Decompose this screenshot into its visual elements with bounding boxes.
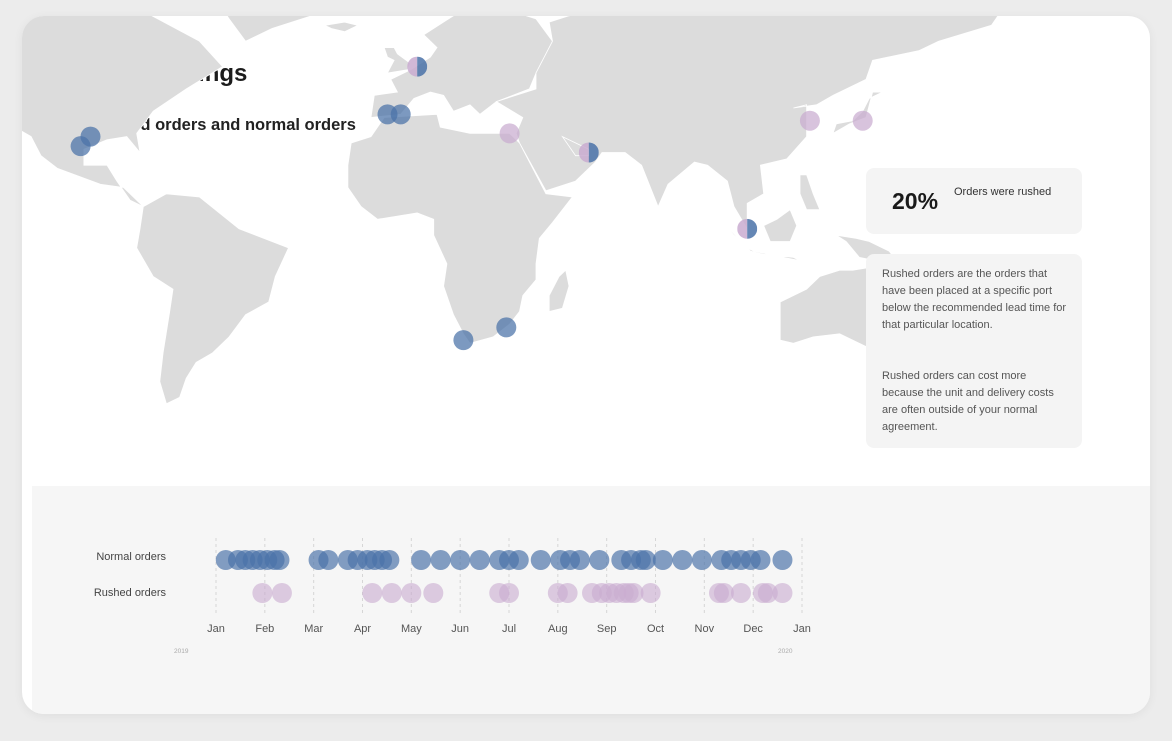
year-end-label: 2020 xyxy=(778,648,793,655)
greenland-shape xyxy=(226,16,313,42)
info-paragraph-2: Rushed orders can cost more because the … xyxy=(882,370,1054,433)
normal-order-point xyxy=(691,550,712,570)
month-tick-label: Oct xyxy=(647,623,664,635)
rushed-order-point xyxy=(757,583,778,603)
iceland-shape xyxy=(323,21,359,33)
month-tick-label: May xyxy=(401,623,422,635)
rushed-stat-card: 20% Orders were rushed xyxy=(866,168,1082,234)
month-tick-label: Dec xyxy=(743,623,763,635)
month-tick-label: Jun xyxy=(451,623,469,635)
month-tick-label: Sep xyxy=(597,623,617,635)
normal-order-point xyxy=(530,550,551,570)
map-marker-mixed xyxy=(737,218,758,239)
normal-order-point xyxy=(318,550,339,570)
rushed-order-point xyxy=(772,583,793,603)
month-tick-label: Nov xyxy=(695,623,715,635)
row-label-normal: Normal orders xyxy=(96,551,166,563)
map-marker-normal xyxy=(496,317,517,338)
rushed-stat-label: Orders were rushed xyxy=(954,186,1052,198)
normal-order-point xyxy=(672,550,693,570)
philippines-shape xyxy=(799,174,821,211)
month-tick-label: Aug xyxy=(548,623,568,635)
map-marker-mixed xyxy=(578,142,599,163)
rushed-percentage: 20% xyxy=(892,188,939,214)
normal-order-point xyxy=(508,550,529,570)
chart-subtitle: Rushed orders and normal orders xyxy=(90,116,356,134)
month-tick-label: Apr xyxy=(354,623,371,635)
world-map xyxy=(22,16,999,405)
rushed-order-point xyxy=(381,583,402,603)
rushed-order-point xyxy=(623,583,644,603)
rushed-order-point xyxy=(362,583,383,603)
borneo-shape xyxy=(763,209,798,242)
month-tick-labels: Jan Feb Mar Apr May Jun Jul Aug Sep Oct Nov Dec Jan xyxy=(207,623,811,635)
africa-shape xyxy=(347,113,574,344)
map-marker-normal xyxy=(453,330,474,351)
map-marker-mixed xyxy=(407,56,428,77)
map-marker-rushed xyxy=(799,110,820,131)
month-tick-label: Jan xyxy=(793,623,811,635)
timeline-chart: Normal orders Rushed orders Jan Feb Mar Apr… xyxy=(94,538,811,655)
info-paragraph-1: Rushed orders are the orders that have b… xyxy=(882,268,1067,331)
year-start-label: 2019 xyxy=(174,648,189,655)
rushed-order-point xyxy=(252,583,273,603)
map-marker-normal xyxy=(390,104,411,125)
rushed-order-point xyxy=(499,583,519,603)
timeline-points xyxy=(215,550,793,603)
south-america-shape xyxy=(136,193,290,405)
map-markers xyxy=(70,56,873,351)
normal-order-point xyxy=(569,550,590,570)
madagascar-shape xyxy=(548,269,570,313)
info-card: Rushed orders are the orders that have b… xyxy=(866,254,1082,448)
rushed-order-point xyxy=(271,583,292,603)
month-tick-label: Jul xyxy=(502,623,516,635)
asia-shape xyxy=(495,16,999,231)
map-marker-rushed xyxy=(852,110,873,131)
normal-order-point xyxy=(450,550,471,570)
rushed-order-point xyxy=(730,583,751,603)
month-tick-label: Mar xyxy=(304,623,323,635)
normal-order-point xyxy=(635,550,656,570)
rushed-order-point xyxy=(713,583,734,603)
normal-order-point xyxy=(750,550,771,570)
normal-order-point xyxy=(652,550,673,570)
rushed-order-point xyxy=(401,583,422,603)
map-marker-normal xyxy=(80,126,101,147)
normal-order-point xyxy=(379,550,400,570)
rushed-order-point xyxy=(640,583,661,603)
normal-order-point xyxy=(430,550,451,570)
month-tick-label: Feb xyxy=(255,623,274,635)
row-label-rushed: Rushed orders xyxy=(94,587,167,599)
month-tick-label: Jan xyxy=(207,623,225,635)
map-marker-rushed xyxy=(499,123,520,144)
north-america-shape xyxy=(22,16,224,207)
rushed-order-point xyxy=(557,583,578,603)
normal-order-point xyxy=(589,550,610,570)
rushed-order-point xyxy=(423,583,444,603)
normal-order-point xyxy=(772,550,793,570)
normal-order-point xyxy=(411,550,432,570)
indonesia-shape xyxy=(717,215,801,261)
order-timings-card: Order timings Rushed orders and normal o… xyxy=(22,16,1150,714)
normal-order-point xyxy=(469,550,490,570)
world-map-land xyxy=(22,16,999,405)
normal-order-point xyxy=(269,550,290,570)
